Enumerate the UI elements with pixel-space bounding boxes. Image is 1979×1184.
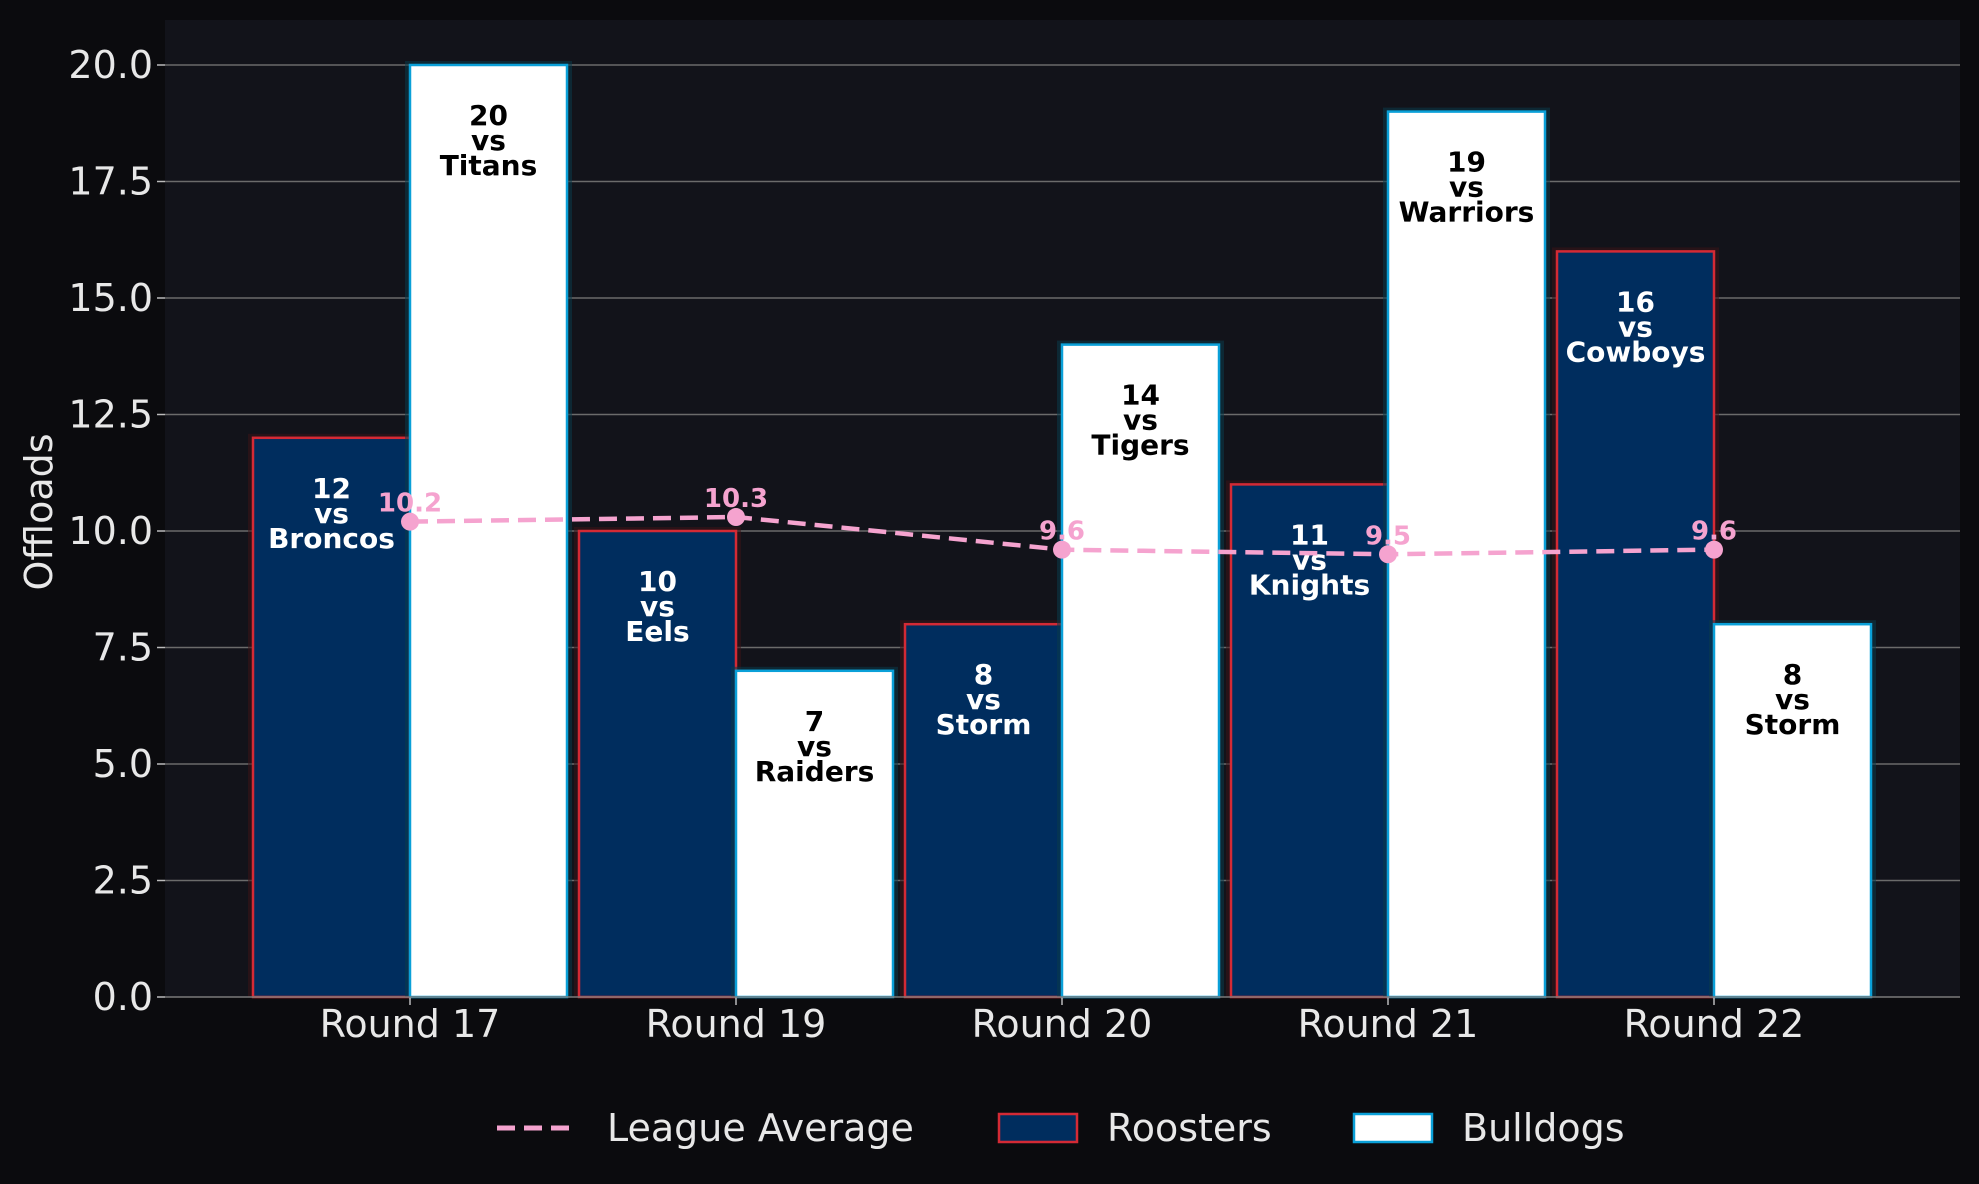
bar-label: 14 (1121, 379, 1160, 412)
average-point (727, 508, 745, 527)
bar-label: vs (1292, 543, 1327, 576)
bar-bulldogs (1712, 622, 1873, 999)
legend: League Average Roosters Bulldogs (497, 1106, 1625, 1150)
bar-bulldogs (1060, 343, 1221, 999)
y-axis: 0.0 2.5 5.0 7.5 10.0 12.5 15.0 17.5 20.0 (68, 43, 165, 1019)
bar-label: Cowboys (1566, 335, 1706, 368)
y-tick-label: 10.0 (68, 509, 153, 553)
x-tick-label: Round 22 (1624, 1002, 1805, 1046)
y-axis-title: Offloads (17, 433, 61, 590)
bar-label: 10 (638, 565, 677, 598)
bar-label: Raiders (755, 755, 875, 788)
bar-label: 8 (1783, 658, 1802, 691)
bar-roosters (251, 436, 412, 999)
bar-label: Eels (625, 615, 689, 648)
x-tick-label: Round 20 (972, 1002, 1153, 1046)
average-point (1053, 540, 1071, 559)
average-point (1705, 540, 1723, 559)
bar-roosters (577, 529, 738, 999)
bar-label: vs (966, 683, 1001, 716)
bar-label: vs (797, 730, 832, 763)
bar-label: vs (471, 124, 506, 157)
legend-bulldogs-label: Bulldogs (1462, 1106, 1625, 1150)
bar-roosters (1555, 250, 1716, 999)
y-tick-label: 5.0 (93, 742, 153, 786)
average-point (1379, 545, 1397, 564)
league-average-line: 10.2 10.3 9.6 9.5 9.6 (378, 484, 1737, 564)
y-tick-label: 15.0 (68, 276, 153, 320)
bar-label: Knights (1249, 568, 1370, 601)
legend-average-label: League Average (607, 1106, 914, 1150)
bar-label: Broncos (268, 522, 395, 555)
y-tick-label: 12.5 (68, 393, 153, 437)
bar-label: Warriors (1399, 196, 1535, 229)
bar-label: vs (1123, 404, 1158, 437)
bar-label: 12 (312, 472, 351, 505)
bar-bulldogs (408, 63, 569, 999)
bar-roosters (1229, 483, 1390, 999)
y-tick-label: 0.0 (93, 975, 153, 1019)
x-axis: Round 17 Round 19 Round 20 Round 21 Round 22 (320, 997, 1805, 1046)
average-label: 9.5 (1365, 521, 1411, 551)
bar-label: vs (640, 590, 675, 623)
bar-label: vs (1618, 310, 1653, 343)
bar-label: 7 (805, 705, 824, 738)
bar-bulldogs (734, 669, 895, 999)
y-tick-label: 17.5 (68, 160, 153, 204)
y-tick-label: 2.5 (93, 859, 153, 903)
legend-roosters-label: Roosters (1107, 1106, 1272, 1150)
bar-label: Tigers (1091, 429, 1189, 462)
bar-roosters (903, 622, 1064, 999)
bar-label: vs (1775, 683, 1810, 716)
x-tick-label: Round 17 (320, 1002, 501, 1046)
legend-bulldogs-swatch (1352, 1112, 1434, 1144)
bar-label: 20 (469, 99, 508, 132)
bar-label: Storm (1745, 708, 1841, 741)
bar-label: 19 (1447, 146, 1486, 179)
bar-label: 11 (1290, 518, 1329, 551)
x-tick-label: Round 21 (1298, 1002, 1479, 1046)
bar-label: vs (314, 497, 349, 530)
y-tick-label: 20.0 (68, 43, 153, 87)
bar-label: vs (1449, 171, 1484, 204)
bar-label: 16 (1616, 285, 1655, 318)
average-label: 10.2 (378, 489, 442, 519)
bar-label: Titans (440, 149, 538, 182)
average-point (401, 512, 419, 531)
bar-label: Storm (936, 708, 1032, 741)
legend-roosters-swatch (997, 1112, 1079, 1144)
average-label: 10.3 (704, 484, 768, 514)
average-label: 9.6 (1691, 517, 1737, 547)
x-tick-label: Round 19 (646, 1002, 827, 1046)
average-label: 9.6 (1039, 517, 1085, 547)
y-tick-label: 7.5 (93, 626, 153, 670)
bar-label: 8 (974, 658, 993, 691)
